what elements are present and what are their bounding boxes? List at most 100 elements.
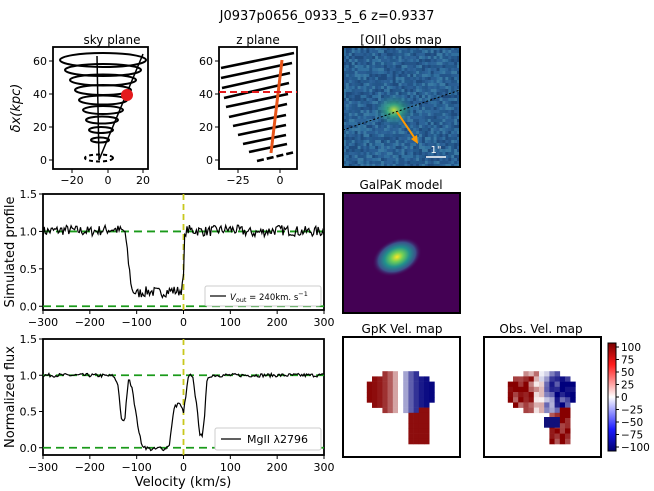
sim-legend-label: Vout = 240km. s−1 — [230, 290, 308, 304]
oii-pixel — [404, 71, 408, 75]
oii-pixel — [445, 140, 449, 144]
oii-pixel — [369, 149, 373, 153]
oii-pixel — [413, 134, 417, 138]
oii-pixel — [357, 92, 361, 96]
oii-pixel — [404, 140, 408, 144]
oii-pixel — [345, 107, 349, 111]
oii-pixel — [383, 137, 387, 141]
oii-pixel — [413, 56, 417, 60]
oii-pixel — [375, 53, 379, 57]
oii-pixel — [445, 104, 449, 108]
oii-pixel — [386, 56, 390, 60]
oii-pixel — [439, 101, 443, 105]
oii-pixel — [345, 122, 349, 126]
oii-pixel — [445, 68, 449, 72]
oii-pixel — [436, 110, 440, 114]
oii-pixel — [457, 164, 461, 168]
oii-pixel — [378, 149, 382, 153]
oii-pixel — [395, 164, 399, 168]
velocity-pixel — [382, 402, 388, 408]
oii-pixel — [351, 149, 355, 153]
oii-pixel — [354, 65, 358, 69]
oii-pixel — [386, 65, 390, 69]
oii-pixel — [375, 50, 379, 54]
oii-pixel — [413, 86, 417, 90]
oii-pixel — [363, 50, 367, 54]
oii-pixel — [430, 125, 434, 129]
oii-pixel — [351, 125, 355, 129]
oii-pixel — [369, 131, 373, 135]
oii-pixel — [439, 116, 443, 120]
velocity-pixel — [418, 423, 425, 429]
oii-pixel — [343, 92, 346, 96]
oii-pixel — [416, 65, 420, 69]
velocity-pixel — [523, 392, 529, 398]
oii-pixel — [454, 56, 458, 60]
oii-pixel — [424, 62, 428, 66]
oii-pixel — [433, 158, 437, 162]
oii-pixel — [360, 140, 364, 144]
oii-pixel — [457, 56, 461, 60]
oii-pixel — [372, 164, 376, 168]
oii-pixel — [369, 92, 373, 96]
oii-pixel — [448, 146, 452, 150]
oii-pixel — [366, 74, 370, 78]
oii-pixel — [436, 77, 440, 81]
oii-pixel — [430, 137, 434, 141]
oii-pixel — [381, 92, 385, 96]
oii-pixel — [383, 50, 387, 54]
oii-pixel — [357, 110, 361, 114]
oii-pixel — [363, 128, 367, 132]
oii-pixel — [363, 119, 367, 123]
velocity-pixel — [424, 381, 430, 388]
velocity-pixel — [413, 428, 420, 434]
oii-pixel — [360, 119, 364, 123]
oii-pixel — [457, 152, 461, 156]
oii-pixel — [369, 101, 373, 105]
z-ytick-label: 40 — [199, 88, 213, 101]
oii-pixel — [416, 80, 420, 84]
oii-pixel — [360, 92, 364, 96]
oii-pixel — [454, 53, 458, 57]
velocity-pixel — [570, 381, 576, 388]
velocity-pixel — [403, 381, 409, 388]
oii-pixel — [410, 53, 414, 57]
velocity-pixel — [523, 381, 529, 388]
oii-pixel — [421, 143, 425, 147]
oii-pixel — [366, 110, 370, 114]
oii-pixel — [372, 113, 376, 117]
oii-pixel — [369, 146, 373, 150]
oii-pixel — [419, 71, 423, 75]
oii-pixel — [392, 80, 396, 84]
velocity-pixel — [523, 397, 529, 403]
oii-pixel — [421, 89, 425, 93]
oii-pixel — [404, 89, 408, 93]
oii-pixel — [442, 110, 446, 114]
oii-pixel — [366, 92, 370, 96]
oii-pixel — [451, 101, 455, 105]
z-plane-xticks: −25 0 — [226, 169, 284, 187]
velocity-pixel — [418, 438, 425, 445]
oii-pixel — [442, 146, 446, 150]
oii-pixel — [372, 158, 376, 162]
oii-pixel — [366, 89, 370, 93]
oii-pixel — [430, 83, 434, 87]
oii-pixel — [357, 104, 361, 108]
oii-pixel — [354, 56, 358, 60]
oii-pixel — [351, 50, 355, 54]
oii-pixel — [360, 53, 364, 57]
oii-pixel — [395, 125, 399, 129]
velocity-pixel — [408, 438, 414, 445]
oii-pixel — [454, 107, 458, 111]
oii-pixel — [357, 101, 361, 105]
oii-pixel — [343, 143, 346, 147]
oii-pixel — [410, 125, 414, 129]
oii-pixel — [448, 113, 452, 117]
oii-pixel — [351, 53, 355, 57]
oii-pixel — [410, 161, 414, 165]
oii-pixel — [401, 164, 405, 168]
oii-pixel — [448, 74, 452, 78]
oii-pixel — [424, 116, 428, 120]
oii-pixel — [419, 107, 423, 111]
oii-pixel — [395, 62, 399, 66]
